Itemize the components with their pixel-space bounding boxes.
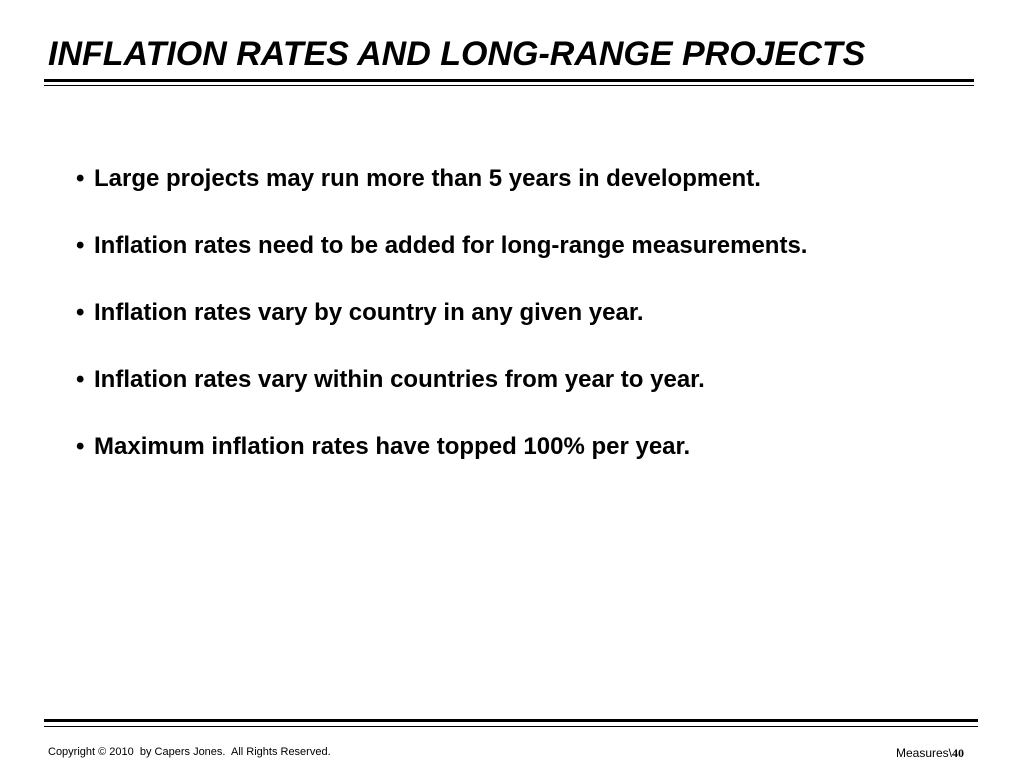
bullet-item: • Inflation rates need to be added for lo…: [76, 228, 996, 264]
footer-copyright: Copyright © 2010 by Capers Jones. All Ri…: [48, 746, 331, 758]
bullet-icon: •: [76, 232, 85, 259]
bullet-icon: •: [76, 299, 85, 326]
bullet-text: Maximum inflation rates have topped 100%…: [94, 433, 691, 460]
title-divider-thin: [44, 85, 974, 86]
bullet-text: Inflation rates need to be added for lon…: [94, 232, 808, 259]
bullet-item: • Large projects may run more than 5 year…: [76, 161, 996, 197]
slide-title: INFLATION RATES AND LONG-RANGE PROJECTS: [48, 35, 866, 73]
bullet-item: • Inflation rates vary by country in any …: [76, 295, 996, 331]
bullet-item: • Inflation rates vary within countries f…: [76, 362, 996, 398]
bullet-list: • Large projects may run more than 5 year…: [76, 161, 996, 496]
footer-page-label: Measures\40: [896, 745, 964, 761]
bullet-icon: •: [76, 165, 85, 192]
bullet-text: Large projects may run more than 5 years…: [94, 165, 761, 192]
bullet-icon: •: [76, 433, 85, 460]
footer-divider-thick: [44, 719, 978, 722]
page-number: 40: [952, 746, 964, 760]
bullet-item: • Maximum inflation rates have topped 100…: [76, 429, 996, 465]
bullet-text: Inflation rates vary by country in any g…: [94, 299, 644, 326]
title-divider-thick: [44, 79, 974, 82]
footer-divider-thin: [44, 726, 978, 727]
bullet-icon: •: [76, 366, 85, 393]
footer-section: Measures\: [895, 746, 952, 760]
bullet-text: Inflation rates vary within countries fr…: [94, 366, 705, 393]
